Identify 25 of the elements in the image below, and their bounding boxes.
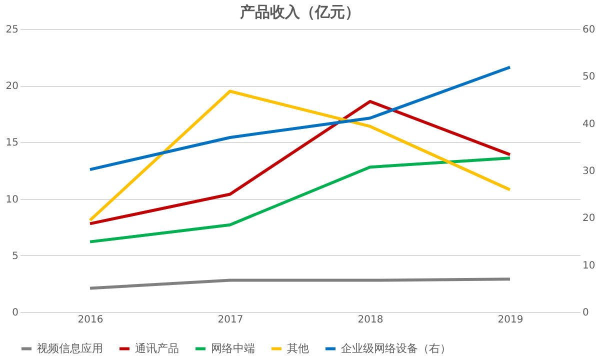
y-tick-label: 0 xyxy=(12,308,18,318)
y2-tick-label: 0 xyxy=(582,308,589,318)
y-tick-label: 20 xyxy=(6,81,18,92)
y2-tick-label: 50 xyxy=(582,72,596,83)
y2-tick-label: 10 xyxy=(582,260,596,272)
y-tick-label: 25 xyxy=(6,24,18,36)
y-tick-label: 5 xyxy=(12,250,18,262)
x-tick-label: 2018 xyxy=(358,314,384,326)
chart-title: 产品收入（亿元） xyxy=(239,3,360,21)
legend-label: 通讯产品 xyxy=(135,342,179,355)
legend-label: 其他 xyxy=(287,342,309,355)
x-tick-label: 2017 xyxy=(218,314,244,326)
y2-tick-label: 60 xyxy=(582,24,596,36)
x-tick-label: 2016 xyxy=(78,314,104,326)
y2-tick-label: 30 xyxy=(582,166,596,177)
x-tick-label: 2019 xyxy=(498,314,524,326)
legend-label: 视频信息应用 xyxy=(37,342,103,355)
y-tick-label: 15 xyxy=(6,138,18,149)
line-series xyxy=(88,66,512,172)
legend-label: 网络中端 xyxy=(211,342,255,355)
legend-label: 企业级网络设备（右） xyxy=(341,342,451,355)
y2-tick-label: 20 xyxy=(582,213,596,224)
y-tick-label: 10 xyxy=(6,194,18,206)
y2-tick-label: 40 xyxy=(582,118,596,130)
line-series xyxy=(88,156,512,244)
